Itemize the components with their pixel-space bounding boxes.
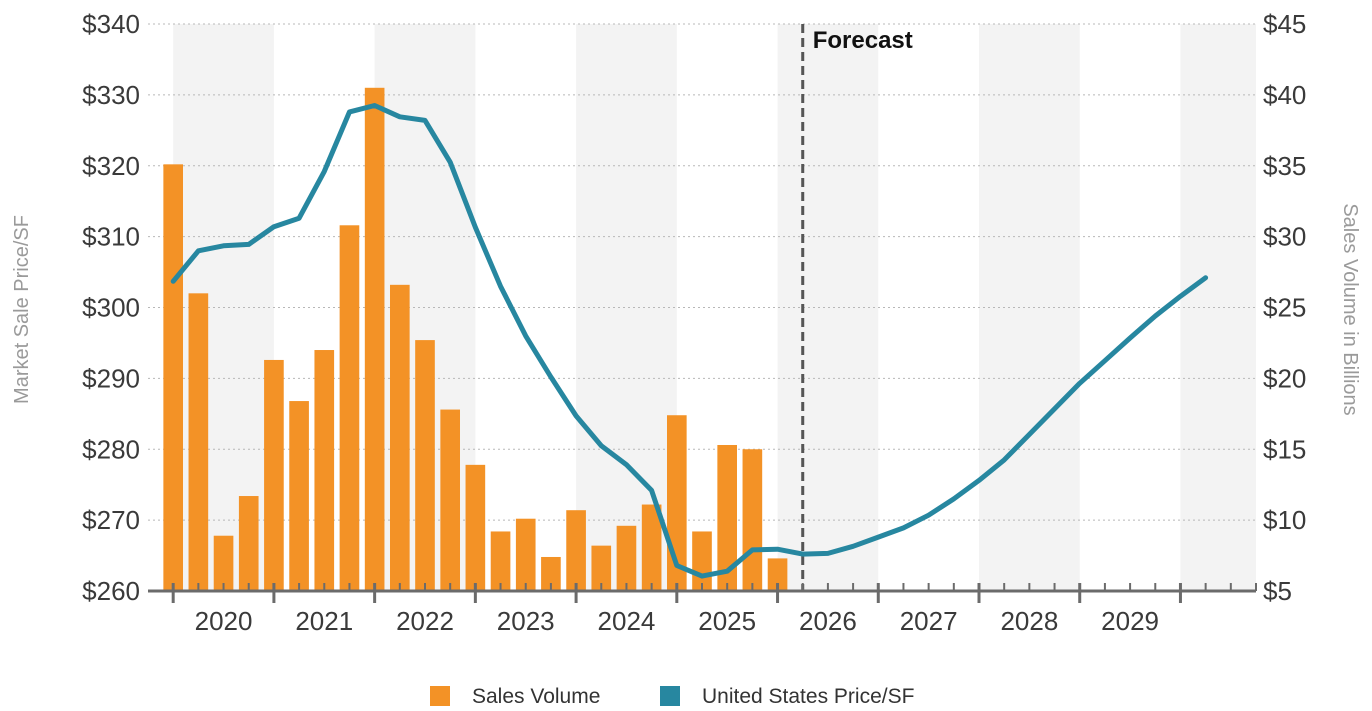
year-band	[576, 24, 677, 591]
sales-volume-bar	[515, 518, 536, 591]
sales-volume-bar	[314, 350, 335, 591]
sales-volume-bar	[767, 558, 788, 591]
x-tick-label: 2024	[598, 606, 656, 636]
x-tick-label: 2026	[799, 606, 857, 636]
y-left-tick-label: $260	[82, 576, 140, 606]
y-left-tick-label: $280	[82, 434, 140, 464]
y-left-tick-label: $300	[82, 293, 140, 323]
legend-swatch-price	[660, 686, 680, 706]
y-left-tick-label: $330	[82, 80, 140, 110]
sales-volume-bar	[692, 531, 712, 591]
forecast-label: Forecast	[813, 27, 913, 54]
legend-swatch-sales-volume	[430, 686, 450, 706]
sales-volume-bar	[289, 401, 309, 591]
sales-volume-bar	[188, 293, 209, 591]
sales-volume-bar	[490, 531, 511, 591]
sales-volume-bar	[591, 545, 612, 591]
y-right-tick-label: $25	[1263, 293, 1306, 323]
sales-volume-bar	[541, 556, 561, 591]
price-line	[170, 103, 1209, 579]
y-right-tick-label: $5	[1263, 576, 1292, 606]
legend-label-sales-volume: Sales Volume	[472, 685, 600, 708]
y-right-tick-label: $20	[1263, 363, 1306, 393]
x-tick-label: 2022	[396, 606, 454, 636]
x-tick-label: 2029	[1101, 606, 1159, 636]
sales-volume-bar	[364, 87, 385, 591]
y-right-tick-label: $45	[1263, 9, 1306, 39]
sales-volume-bar	[641, 504, 662, 591]
sales-volume-bar	[717, 444, 738, 591]
y-right-axis-title: Sales Volume in Billions	[1339, 203, 1361, 415]
legend-label-price: United States Price/SF	[702, 685, 914, 708]
x-tick-label: 2025	[698, 606, 756, 636]
y-left-tick-label: $320	[82, 151, 140, 181]
sales-volume-bar	[264, 359, 284, 591]
y-left-tick-label: $270	[82, 505, 140, 535]
sales-volume-bar	[339, 225, 360, 591]
sales-volume-bar	[415, 340, 435, 591]
sales-volume-bar	[238, 496, 259, 591]
sales-volume-bar	[742, 449, 763, 591]
y-left-tick-label: $290	[82, 363, 140, 393]
x-tick-label: 2020	[195, 606, 253, 636]
sales-volume-bar	[389, 284, 410, 591]
y-left-axis-title: Market Sale Price/SF	[11, 215, 33, 404]
x-tick-label: 2021	[295, 606, 353, 636]
y-left-tick-label: $340	[82, 9, 140, 39]
x-tick-label: 2028	[1000, 606, 1058, 636]
y-right-tick-label: $15	[1263, 434, 1306, 464]
y-left-tick-label: $310	[82, 222, 140, 252]
sales-volume-bar	[440, 409, 461, 591]
sales-volume-bar	[213, 535, 234, 591]
y-right-tick-label: $10	[1263, 505, 1306, 535]
y-right-tick-label: $35	[1263, 151, 1306, 181]
sales-volume-bar	[465, 464, 486, 591]
sales-volume-bar	[163, 164, 184, 591]
sales-volume-bar	[566, 510, 586, 591]
x-tick-label: 2023	[497, 606, 555, 636]
y-right-tick-label: $30	[1263, 222, 1306, 252]
sales-volume-bar	[616, 525, 637, 591]
x-tick-label: 2027	[900, 606, 958, 636]
y-right-tick-label: $40	[1263, 80, 1306, 110]
